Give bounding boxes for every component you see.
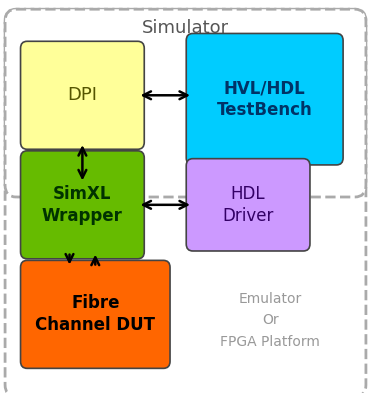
FancyBboxPatch shape — [5, 9, 366, 197]
FancyBboxPatch shape — [186, 159, 310, 251]
Text: SimXL
Wrapper: SimXL Wrapper — [42, 185, 123, 225]
Text: Fibre
Channel DUT: Fibre Channel DUT — [35, 294, 155, 335]
Text: DPI: DPI — [68, 86, 98, 104]
Text: Emulator
Or
FPGA Platform: Emulator Or FPGA Platform — [220, 292, 320, 349]
Text: HDL
Driver: HDL Driver — [222, 185, 274, 225]
Text: HVL/HDL
TestBench: HVL/HDL TestBench — [217, 79, 312, 119]
FancyBboxPatch shape — [186, 33, 343, 165]
FancyBboxPatch shape — [20, 41, 144, 149]
FancyBboxPatch shape — [20, 151, 144, 259]
FancyBboxPatch shape — [5, 9, 366, 394]
Text: Simulator: Simulator — [142, 19, 229, 37]
FancyBboxPatch shape — [20, 260, 170, 368]
